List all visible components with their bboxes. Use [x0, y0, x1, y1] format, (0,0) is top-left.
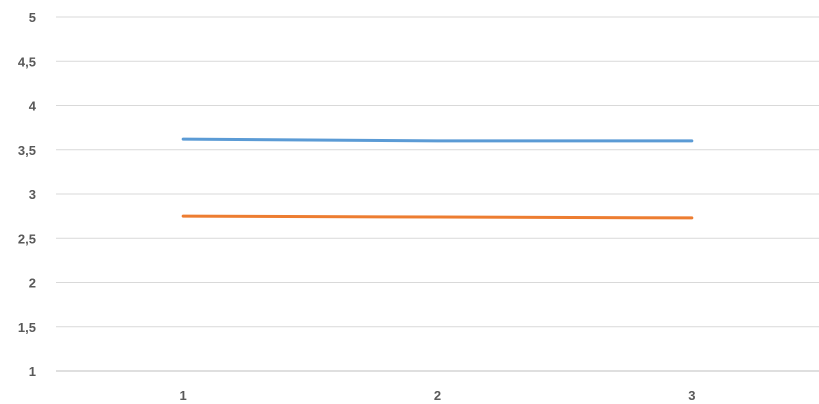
x-tick-label: 3: [688, 388, 695, 403]
y-tick-label: 1,5: [18, 320, 36, 335]
series-line-2: [181, 214, 694, 220]
y-tick-label: 2: [29, 276, 36, 291]
y-tick-label: 5: [29, 10, 36, 25]
y-tick-label: 1: [29, 364, 36, 379]
y-tick-label: 4: [29, 99, 37, 114]
y-tick-label: 3,5: [18, 143, 36, 158]
x-tick-label: 2: [434, 388, 441, 403]
gridlines: [56, 16, 819, 328]
x-tick-label: 1: [180, 388, 187, 403]
series-lines: [181, 137, 694, 220]
x-axis-tick-labels: 1 2 3: [180, 388, 696, 403]
y-tick-label: 3: [29, 187, 36, 202]
y-tick-label: 2,5: [18, 231, 36, 246]
series-line-1: [181, 137, 694, 143]
y-tick-label: 4,5: [18, 54, 36, 69]
y-axis-tick-labels: 1 1,5 2 2,5 3 3,5 4 4,5 5: [18, 10, 37, 379]
